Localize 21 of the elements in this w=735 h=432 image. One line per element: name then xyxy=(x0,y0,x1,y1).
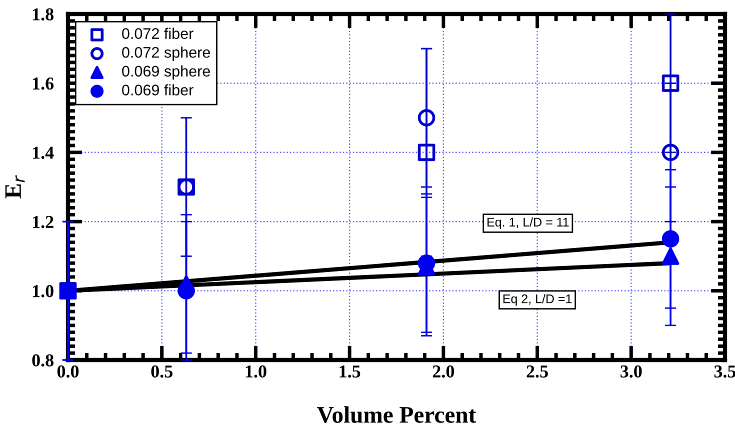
y-axis-title: E$_{r}$ xyxy=(5,175,25,198)
x-axis-title: Volume Percent xyxy=(317,406,476,423)
x-tick-label: 2.5 xyxy=(526,365,548,378)
y-tick-label: 1.2 xyxy=(32,216,54,228)
annotation: Eq. 1, L/D = 11 xyxy=(488,217,569,230)
x-tick-label: 0.5 xyxy=(151,365,172,378)
legend-label: 0.069 sphere xyxy=(122,65,210,80)
x-tick-label: 3.0 xyxy=(620,365,642,378)
x-tick-label: 1.5 xyxy=(340,365,360,378)
annotation: Eq 2, L/D =1 xyxy=(503,294,572,306)
x-tick-label: 2.0 xyxy=(432,365,454,378)
legend-label: 0.069 fiber xyxy=(122,84,194,96)
legend-label: 0.072 fiber xyxy=(122,28,194,39)
y-tick-label: 1.6 xyxy=(32,78,54,90)
y-tick-label: 1.4 xyxy=(32,146,54,159)
x-tick-label: 0.0 xyxy=(57,365,79,378)
y-tick-label: 1.8 xyxy=(32,8,54,21)
legend-label: 0.072 sphere xyxy=(122,46,210,61)
x-tick-label: 1.0 xyxy=(246,365,266,378)
y-tick-label: 0.8 xyxy=(32,354,54,367)
y-tick-label: 1.0 xyxy=(32,285,54,298)
